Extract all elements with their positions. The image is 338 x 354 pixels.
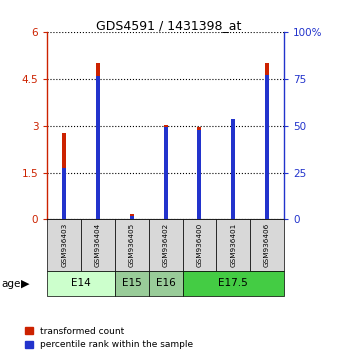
Bar: [231, 126, 235, 219]
Bar: [197, 130, 201, 219]
Bar: [250, 219, 284, 271]
Bar: [47, 271, 115, 296]
Text: GDS4591 / 1431398_at: GDS4591 / 1431398_at: [96, 19, 242, 33]
Bar: [130, 216, 134, 219]
Text: GSM936405: GSM936405: [129, 223, 135, 267]
Legend: transformed count, percentile rank within the sample: transformed count, percentile rank withi…: [25, 327, 193, 349]
Bar: [164, 127, 168, 219]
Text: GSM936406: GSM936406: [264, 223, 270, 267]
Bar: [197, 127, 201, 219]
Text: E14: E14: [71, 278, 91, 288]
Bar: [62, 168, 66, 219]
Bar: [183, 271, 284, 296]
Text: age: age: [2, 279, 21, 289]
Text: GSM936402: GSM936402: [163, 223, 169, 267]
Bar: [149, 219, 183, 271]
Text: E16: E16: [156, 278, 175, 288]
Text: GSM936403: GSM936403: [61, 223, 67, 267]
Bar: [265, 75, 269, 219]
Bar: [96, 63, 100, 219]
Bar: [96, 75, 100, 219]
Text: GSM936401: GSM936401: [230, 223, 236, 267]
Bar: [265, 63, 269, 219]
Bar: [216, 219, 250, 271]
Bar: [81, 219, 115, 271]
Text: GSM936400: GSM936400: [196, 223, 202, 267]
Text: GSM936404: GSM936404: [95, 223, 101, 267]
Bar: [115, 219, 149, 271]
Bar: [47, 219, 81, 271]
Bar: [164, 125, 168, 219]
Bar: [130, 214, 134, 219]
Bar: [183, 219, 216, 271]
Bar: [231, 120, 235, 219]
Bar: [115, 271, 149, 296]
Text: E15: E15: [122, 278, 142, 288]
Bar: [62, 133, 66, 219]
Bar: [149, 271, 183, 296]
Text: ▶: ▶: [21, 279, 30, 289]
Text: E17.5: E17.5: [218, 278, 248, 288]
